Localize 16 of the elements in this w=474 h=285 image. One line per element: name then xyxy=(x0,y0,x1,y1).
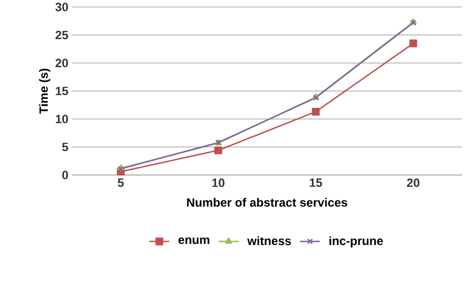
y-tick-label: 0 xyxy=(62,170,68,180)
y-tick-label: 20 xyxy=(56,58,68,68)
y-tick-label: 15 xyxy=(56,86,68,96)
x-tick-label: 10 xyxy=(212,178,224,188)
x-tick-label: 20 xyxy=(407,178,420,188)
x-axis-title: Number of abstract services xyxy=(187,198,348,207)
x-tick-label: 15 xyxy=(310,178,322,187)
legend-label: enum xyxy=(178,237,210,244)
y-axis-title: Time (s) xyxy=(39,68,50,114)
y-tick-label: 25 xyxy=(56,30,68,40)
y-tick-label: 30 xyxy=(55,2,68,12)
legend-label: witness xyxy=(247,236,291,246)
x-tick-label: 5 xyxy=(118,178,124,187)
legend-label: inc-prune xyxy=(329,236,383,248)
y-tick-label: 5 xyxy=(62,142,68,152)
y-tick-label: 10 xyxy=(56,114,68,124)
